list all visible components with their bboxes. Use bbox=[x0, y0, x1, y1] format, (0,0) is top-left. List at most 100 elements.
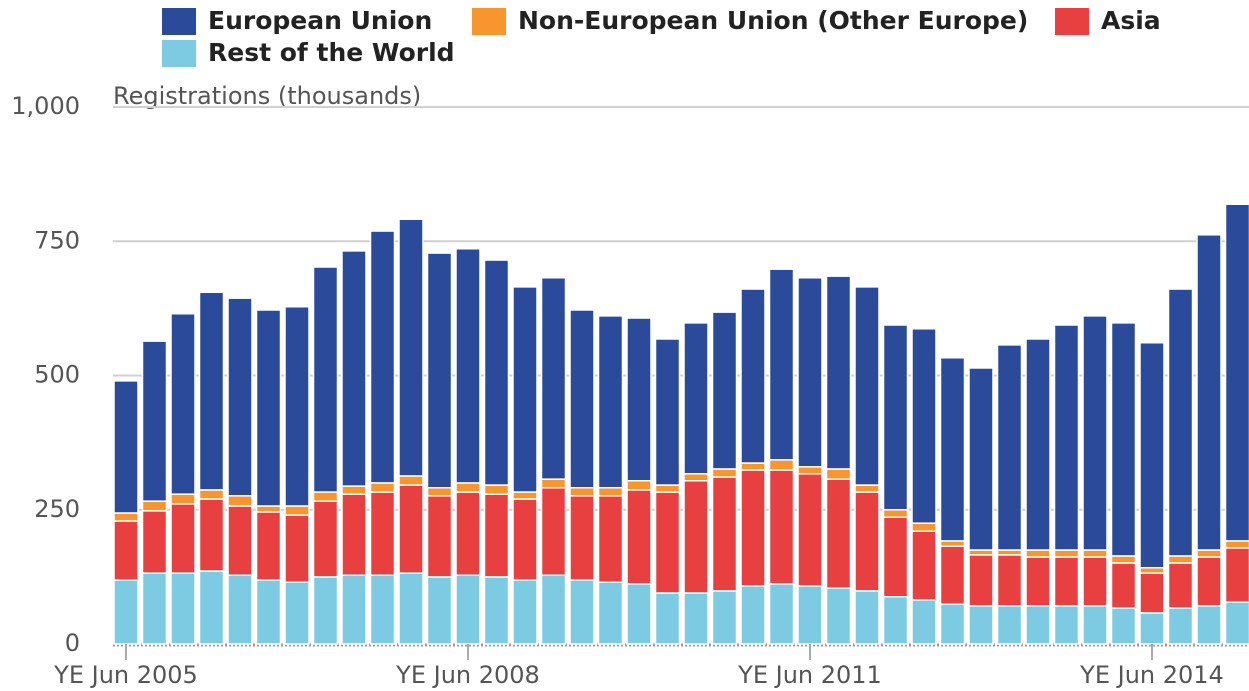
bar-segment bbox=[369, 491, 396, 577]
bar-segment bbox=[426, 486, 453, 497]
bar-segment bbox=[854, 286, 880, 486]
bar-segment bbox=[1053, 549, 1080, 558]
bar-segment bbox=[569, 486, 595, 497]
bar-segment bbox=[825, 587, 852, 645]
bar-segment bbox=[740, 462, 766, 471]
bar-segment bbox=[711, 476, 738, 592]
bar-segment bbox=[312, 491, 339, 502]
bar-segment bbox=[1110, 562, 1137, 609]
bar-segment bbox=[939, 603, 966, 645]
bar-segment bbox=[654, 338, 681, 486]
y-tick-label: 250 bbox=[34, 495, 80, 523]
bar-segment bbox=[170, 572, 196, 645]
bar-segment bbox=[825, 478, 852, 589]
bar-segment bbox=[113, 512, 139, 522]
bar-segment bbox=[597, 495, 624, 583]
bar-segment bbox=[113, 579, 139, 645]
bar-segment bbox=[626, 480, 652, 491]
bar-segment bbox=[683, 592, 709, 645]
bar-segment bbox=[426, 576, 453, 645]
bar-segment bbox=[198, 489, 225, 500]
bar-segment bbox=[882, 516, 909, 598]
bar-segment bbox=[597, 486, 624, 497]
bar-segment bbox=[141, 500, 168, 512]
bar-segment bbox=[854, 491, 880, 592]
bar-segment bbox=[569, 495, 595, 581]
bar-segment bbox=[939, 357, 966, 542]
bar-segment bbox=[1082, 605, 1108, 645]
bar-segment bbox=[512, 286, 538, 493]
bar-segment bbox=[284, 306, 310, 507]
bar-segment bbox=[1053, 605, 1080, 645]
bar-segment bbox=[996, 554, 1023, 607]
bar-segment bbox=[255, 579, 282, 645]
bar-segment bbox=[398, 218, 424, 477]
bar-segment bbox=[939, 545, 966, 606]
y-tick-label: 1,000 bbox=[11, 92, 80, 120]
bar-segment bbox=[1196, 605, 1222, 645]
bar-segment bbox=[882, 324, 909, 511]
bar-segment bbox=[626, 489, 652, 585]
bar-segment bbox=[1196, 556, 1222, 607]
bar-segment bbox=[768, 268, 795, 461]
bar-segment bbox=[341, 250, 367, 487]
bar-segment bbox=[540, 486, 567, 577]
bar-segment bbox=[284, 505, 310, 516]
bar-segment bbox=[455, 482, 481, 493]
bar-segment bbox=[711, 468, 738, 478]
bar-segment bbox=[198, 570, 225, 645]
legend-label: Rest of the World bbox=[208, 38, 455, 67]
bar-segment bbox=[341, 493, 367, 577]
bar-segment bbox=[369, 574, 396, 645]
bar-segment bbox=[1025, 556, 1051, 607]
bar-segment bbox=[455, 574, 481, 645]
bar-segment bbox=[740, 585, 766, 645]
bar-segment bbox=[1025, 605, 1051, 645]
bar-segment bbox=[683, 473, 709, 482]
bar-segment bbox=[113, 520, 139, 581]
bar-segment bbox=[1196, 549, 1222, 558]
bar-segment bbox=[1025, 338, 1051, 551]
bar-segment bbox=[768, 583, 795, 645]
x-tick-label: YE Jun 2005 bbox=[53, 661, 198, 689]
y-tick-label: 0 bbox=[65, 629, 80, 657]
y-axis-label: Registrations (thousands) bbox=[113, 82, 421, 110]
bar-segment bbox=[141, 510, 168, 574]
bar-segment bbox=[426, 252, 453, 489]
bar-segment bbox=[512, 498, 538, 581]
bar-segment bbox=[911, 599, 937, 645]
bar-segment bbox=[341, 485, 367, 495]
bar-segment bbox=[255, 511, 282, 581]
bar-segment bbox=[683, 322, 709, 475]
bar-segment bbox=[1082, 549, 1108, 558]
bar-segment bbox=[255, 309, 282, 507]
bar-segment bbox=[170, 503, 196, 574]
bar-segment bbox=[683, 480, 709, 594]
bar-segment bbox=[939, 540, 966, 548]
bar-segment bbox=[227, 505, 253, 577]
legend-swatch bbox=[1055, 8, 1089, 35]
bar-segment bbox=[996, 605, 1023, 645]
bar-segment bbox=[911, 530, 937, 601]
bar-segment bbox=[540, 277, 567, 480]
bar-segment bbox=[768, 459, 795, 471]
y-tick-label: 500 bbox=[34, 361, 80, 389]
bar-segment bbox=[1110, 322, 1137, 557]
bar-segment bbox=[312, 576, 339, 645]
bar-segment bbox=[1139, 612, 1165, 645]
bar-segment bbox=[1196, 234, 1222, 551]
bar-segment bbox=[398, 484, 424, 574]
bar-segment bbox=[284, 581, 310, 645]
bar-segment bbox=[968, 367, 994, 551]
bar-segment bbox=[740, 288, 766, 464]
bar-segment bbox=[797, 585, 823, 645]
bar-segment bbox=[483, 259, 510, 486]
bar-segment bbox=[996, 344, 1023, 551]
legend-swatch bbox=[162, 40, 196, 67]
bar-segment bbox=[911, 328, 937, 524]
bar-segment bbox=[1139, 566, 1165, 574]
bar-segment bbox=[1082, 556, 1108, 607]
bar-segment bbox=[825, 275, 852, 470]
bar-segment bbox=[882, 595, 909, 645]
